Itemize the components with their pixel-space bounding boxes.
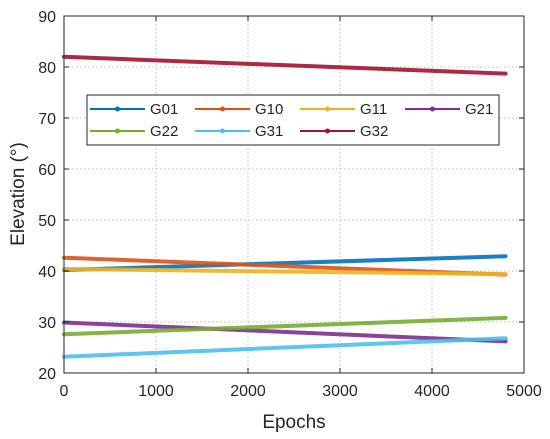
series-line-g31 bbox=[62, 336, 508, 359]
series-line-g22 bbox=[62, 315, 508, 337]
legend-marker-g21 bbox=[430, 106, 435, 112]
x-axis-label: Epochs bbox=[262, 412, 325, 433]
legend-label-g21: G21 bbox=[465, 101, 493, 118]
y-axis-label: Elevation (°) bbox=[8, 142, 29, 246]
series-layer bbox=[62, 54, 508, 359]
series-line-g11 bbox=[62, 267, 508, 277]
x-tick-label: 2000 bbox=[230, 383, 266, 400]
y-tick-label: 60 bbox=[38, 162, 56, 179]
legend-label-g10: G10 bbox=[255, 101, 283, 118]
legend-box bbox=[86, 94, 500, 146]
legend-marker-g11 bbox=[325, 106, 330, 112]
x-tick-label: 0 bbox=[60, 383, 69, 400]
plot-frame bbox=[63, 15, 525, 374]
legend-label-g22: G22 bbox=[150, 123, 178, 140]
y-tick-label: 80 bbox=[38, 60, 56, 77]
legend-marker-g32 bbox=[325, 128, 330, 134]
legend-label-g01: G01 bbox=[150, 101, 178, 118]
legend-label-g11: G11 bbox=[360, 101, 387, 118]
y-tick-label: 30 bbox=[38, 315, 56, 332]
plot-background bbox=[64, 16, 524, 373]
legend-marker-g31 bbox=[220, 128, 225, 134]
x-tick-label: 3000 bbox=[322, 383, 358, 400]
x-tick-label: 1000 bbox=[138, 383, 174, 400]
y-tick-label: 20 bbox=[38, 366, 56, 383]
legend-label-g31: G31 bbox=[255, 123, 283, 140]
series-line-g01 bbox=[62, 254, 508, 272]
series-line-g32 bbox=[62, 54, 508, 76]
x-tick-label: 5000 bbox=[506, 383, 542, 400]
legend: G01 G10 G11 G21 G22 G31 G32 bbox=[86, 94, 500, 146]
legend-marker-g10 bbox=[220, 106, 225, 112]
legend-label-g32: G32 bbox=[360, 123, 388, 140]
y-tick-label: 90 bbox=[38, 9, 56, 26]
legend-marker-g01 bbox=[115, 106, 120, 112]
series-line-g21 bbox=[62, 320, 508, 344]
y-tick-label: 50 bbox=[38, 213, 56, 230]
y-tick-label: 70 bbox=[38, 111, 56, 128]
axis-ticks: 0 1000 2000 3000 4000 5000 20 30 40 50 60 70 80 90 bbox=[38, 9, 542, 400]
x-tick-label: 4000 bbox=[414, 383, 450, 400]
legend-marker-g22 bbox=[115, 128, 120, 134]
y-tick-label: 40 bbox=[38, 264, 56, 281]
